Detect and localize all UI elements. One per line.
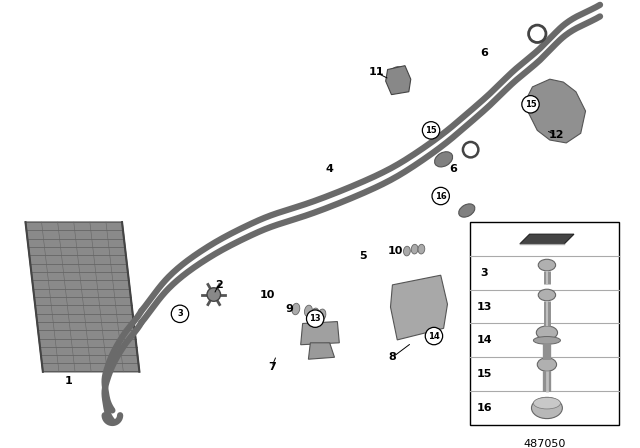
Ellipse shape [305,305,312,317]
Text: 13: 13 [476,302,492,312]
Ellipse shape [435,152,452,167]
Circle shape [172,305,189,323]
Text: 12: 12 [549,130,564,140]
Polygon shape [26,222,140,372]
Ellipse shape [388,67,406,88]
Ellipse shape [418,244,425,254]
Text: 1: 1 [65,376,73,387]
Text: 15: 15 [525,100,536,109]
Text: 16: 16 [435,192,447,201]
Ellipse shape [292,303,300,315]
FancyBboxPatch shape [470,222,620,425]
Circle shape [425,327,443,345]
Text: 13: 13 [309,314,321,323]
Ellipse shape [538,289,556,301]
Ellipse shape [403,246,410,256]
Polygon shape [390,275,447,340]
Text: 10: 10 [259,289,275,300]
Text: 11: 11 [368,67,384,78]
Ellipse shape [412,244,418,254]
Text: 7: 7 [268,362,276,372]
Ellipse shape [311,308,319,319]
Text: 2: 2 [215,280,223,290]
Text: 487050: 487050 [524,439,566,448]
Ellipse shape [459,204,475,217]
Text: 16: 16 [476,403,492,413]
Text: 3: 3 [177,309,183,319]
Circle shape [432,187,449,205]
Ellipse shape [533,397,561,409]
Ellipse shape [531,397,563,418]
Text: 15: 15 [476,369,492,379]
Text: 8: 8 [388,352,396,362]
Ellipse shape [537,358,557,371]
Text: 15: 15 [425,126,437,135]
Ellipse shape [318,309,326,321]
Text: 6: 6 [449,164,457,174]
Circle shape [422,122,440,139]
Text: 5: 5 [360,251,367,261]
Polygon shape [301,322,339,345]
Circle shape [207,288,221,302]
Polygon shape [520,234,574,244]
Text: 9: 9 [285,304,293,314]
Circle shape [522,95,540,113]
Ellipse shape [533,336,561,344]
Polygon shape [386,66,411,95]
Polygon shape [527,79,586,143]
Text: 14: 14 [428,332,440,340]
Text: 3: 3 [481,268,488,278]
Ellipse shape [538,259,556,271]
Circle shape [307,310,324,327]
Ellipse shape [536,326,557,340]
Text: 14: 14 [476,336,492,345]
Text: 4: 4 [326,164,333,174]
Text: 10: 10 [388,246,403,256]
Polygon shape [308,343,335,359]
Text: 6: 6 [480,48,488,58]
